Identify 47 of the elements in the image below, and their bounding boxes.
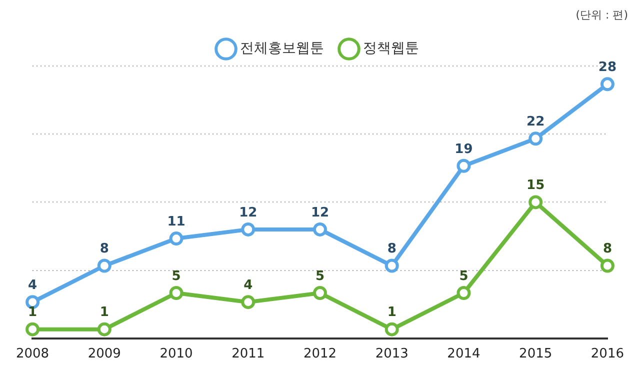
data-label: 1 [28, 305, 38, 320]
x-tick-label: 2010 [160, 346, 193, 362]
x-tick-label: 2015 [519, 346, 552, 362]
point [169, 232, 184, 246]
point [528, 132, 543, 146]
data-label: 4 [244, 278, 253, 293]
point [600, 258, 614, 273]
x-tick-label: 2016 [590, 346, 624, 362]
data-label: 5 [459, 268, 468, 284]
data-label: 11 [167, 214, 186, 230]
x-tick-label: 2011 [232, 346, 265, 362]
data-label: 1 [100, 305, 109, 320]
point [313, 222, 327, 236]
point [384, 322, 399, 336]
data-label: 8 [602, 242, 612, 257]
legend-label: 정책웹툰 [363, 40, 419, 57]
point [384, 258, 399, 273]
point [26, 322, 40, 336]
data-label: 12 [310, 205, 330, 220]
x-tick-label: 2013 [375, 346, 408, 362]
data-label: 5 [172, 268, 181, 284]
data-label: 8 [387, 242, 396, 257]
point [456, 158, 471, 173]
x-tick-label: 2014 [447, 346, 480, 362]
point [456, 286, 471, 300]
x-tick-label: 2008 [16, 346, 50, 362]
text: (단위 : 편) [576, 8, 628, 22]
legend-label: 전체홍보웹툰 [240, 40, 324, 57]
data-label: 15 [526, 178, 545, 194]
data-label: 12 [239, 205, 258, 220]
point [313, 286, 327, 300]
point [97, 322, 112, 336]
point [241, 295, 256, 310]
point [528, 195, 543, 210]
data-label: 8 [100, 242, 109, 257]
data-label: 4 [28, 278, 38, 293]
data-label: 1 [387, 305, 396, 320]
x-tick-label: 2009 [88, 346, 121, 362]
data-label: 19 [454, 142, 473, 157]
data-label: 22 [526, 114, 545, 130]
data-label: 28 [598, 60, 617, 76]
x-tick-label: 2012 [303, 346, 337, 362]
point [97, 258, 112, 273]
point [600, 77, 614, 92]
point [241, 222, 256, 236]
point [169, 286, 184, 300]
data-label: 5 [315, 268, 325, 284]
